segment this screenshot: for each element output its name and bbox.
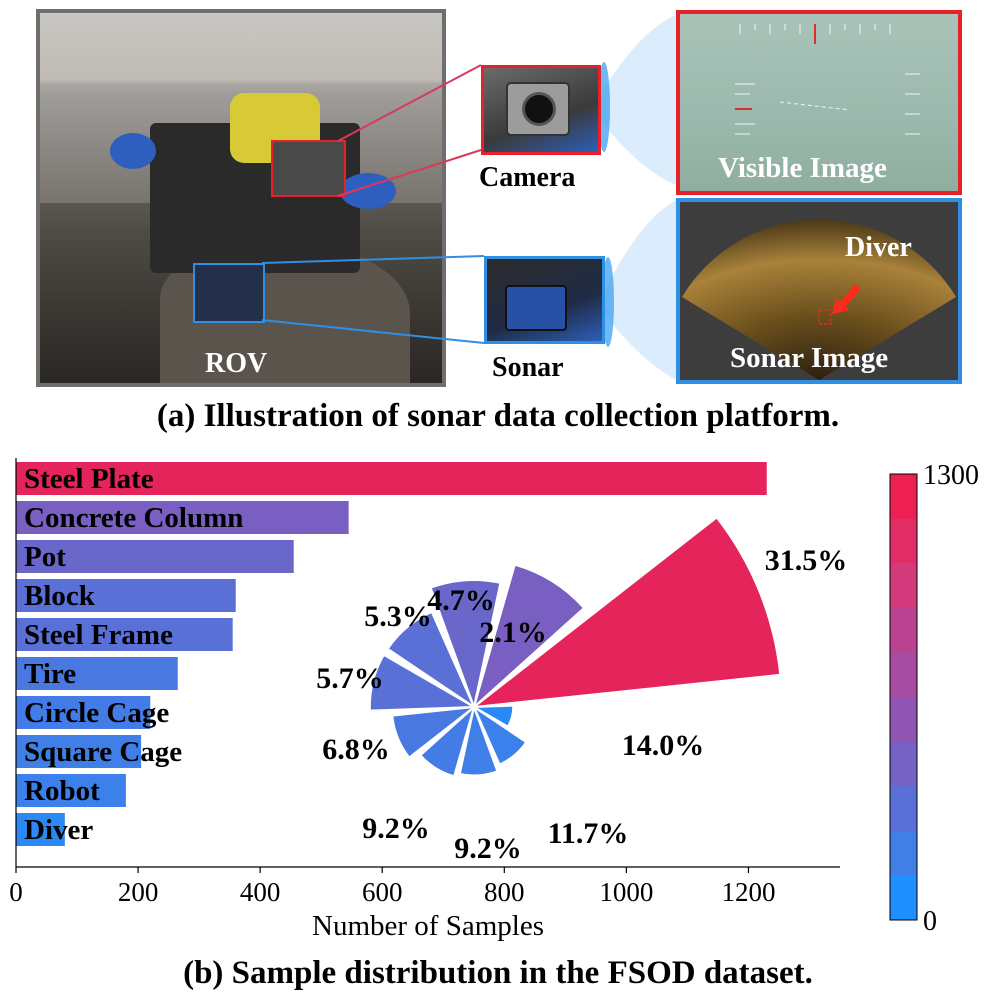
polar-pct-label: 31.5%: [765, 544, 848, 577]
sonar-beam: [605, 200, 676, 380]
bar-block: [16, 579, 236, 612]
x-tick-label: 200: [118, 877, 159, 907]
polar-pct-label: 5.7%: [316, 662, 384, 695]
colorbar-max-label: 1300: [923, 460, 979, 491]
colorbar-segment: [890, 697, 917, 743]
polar-slice-diver: [470, 704, 515, 728]
colorbar-segment: [890, 786, 917, 832]
sonar-crop: [484, 256, 605, 344]
bar-diver: [16, 813, 65, 846]
diver-label: Diver: [845, 232, 912, 263]
bar-label: Robot: [24, 775, 100, 807]
visible-image-label: Visible Image: [718, 152, 887, 184]
bar-label: Diver: [24, 814, 93, 846]
rov-thruster-right: [340, 173, 396, 209]
panel-a-caption: (a) Illustration of sonar data collectio…: [156, 398, 840, 434]
panel-a: ROV Camera Sonar: [0, 0, 996, 440]
panel-b: Steel Plate Concrete Column Pot Block Steel …: [0, 440, 996, 996]
x-tick-label: 1000: [599, 877, 653, 907]
polar-slice-tire: [391, 705, 478, 760]
rov-sonar-box: [193, 263, 265, 323]
polar-slice-circle-cage: [418, 703, 476, 778]
x-axis-label: Number of Samples: [312, 910, 544, 942]
bar-steel-frame: [16, 618, 233, 651]
polar-slice-block: [386, 610, 477, 710]
polar-slice-steel-frame: [368, 653, 478, 712]
camera-lens: [522, 92, 556, 126]
bar-steel-plate: [16, 462, 767, 495]
bar-concrete-column: [16, 501, 349, 534]
bar-label: Tire: [24, 658, 76, 690]
connector-lines: [261, 15, 676, 380]
colorbar-segment: [890, 875, 917, 921]
bar-label: Pot: [24, 541, 66, 573]
polar-slice-steel-plate: [470, 515, 782, 709]
colorbar-segment: [890, 741, 917, 787]
rov-camera-box: [271, 140, 346, 197]
bar-tire: [16, 657, 178, 690]
bar-square-cage: [16, 735, 142, 768]
bar-label: Steel Frame: [24, 619, 173, 651]
polar-slice-concrete-column: [472, 563, 586, 711]
camera-label: Camera: [479, 162, 576, 193]
x-tick-label: 1200: [721, 877, 775, 907]
camera-beam: [600, 15, 676, 185]
colorbar-segment: [890, 607, 917, 653]
bar-label: Square Cage: [24, 736, 182, 768]
x-tick-label: 600: [362, 877, 403, 907]
x-tick-label: 400: [240, 877, 281, 907]
sonar-image-label: Sonar Image: [730, 342, 889, 374]
bar-label: Circle Cage: [24, 697, 169, 729]
polar-slice-robot: [471, 704, 528, 766]
colorbar-segment: [890, 474, 917, 520]
rov-label: ROV: [205, 348, 268, 379]
sample-distribution-chart: Steel Plate Concrete Column Pot Block Steel …: [9, 458, 979, 942]
polar-pct-label: 4.7%: [427, 584, 495, 617]
rov-photo: ROV: [36, 9, 446, 387]
sonar-fan: [682, 219, 956, 380]
polar-pct-label: 2.1%: [479, 616, 547, 649]
polar-pct-label: 5.3%: [364, 600, 432, 633]
polar-pct-label: 6.8%: [322, 733, 390, 766]
visible-hud: [735, 24, 920, 135]
polar-slice-square-cage: [458, 703, 499, 777]
polar-pct-label: 9.2%: [454, 832, 522, 865]
colorbar-segment: [890, 652, 917, 698]
x-tick-label: 0: [9, 877, 23, 907]
sonar-device: [505, 285, 567, 331]
bar-robot: [16, 774, 126, 807]
visible-image: Visible Image: [676, 10, 962, 195]
colorbar-segment: [890, 563, 917, 609]
polar-pct-label: 9.2%: [362, 812, 430, 845]
sonar-label: Sonar: [492, 352, 564, 383]
polar-pct-label: 14.0%: [622, 729, 705, 762]
polar-pct-label: 11.7%: [548, 817, 629, 850]
panel-b-caption: (b) Sample distribution in the FSOD data…: [183, 955, 813, 991]
x-tick-label: 800: [484, 877, 525, 907]
bar-pot: [16, 540, 294, 573]
polar-slice-pot: [429, 579, 502, 711]
bar-label: Concrete Column: [24, 502, 243, 534]
colorbar-frame: [889, 473, 918, 921]
colorbar-segment: [890, 830, 917, 876]
sonar-image: Diver Sonar Image: [676, 198, 962, 384]
camera-crop: [481, 65, 601, 155]
bar-circle-cage: [16, 696, 151, 729]
colorbar-segment: [890, 518, 917, 564]
bar-label: Steel Plate: [24, 463, 154, 495]
diver-arrow: [832, 284, 861, 314]
rov-thruster-left: [110, 133, 156, 169]
colorbar-min-label: 0: [923, 906, 937, 937]
bar-label: Block: [24, 580, 96, 612]
